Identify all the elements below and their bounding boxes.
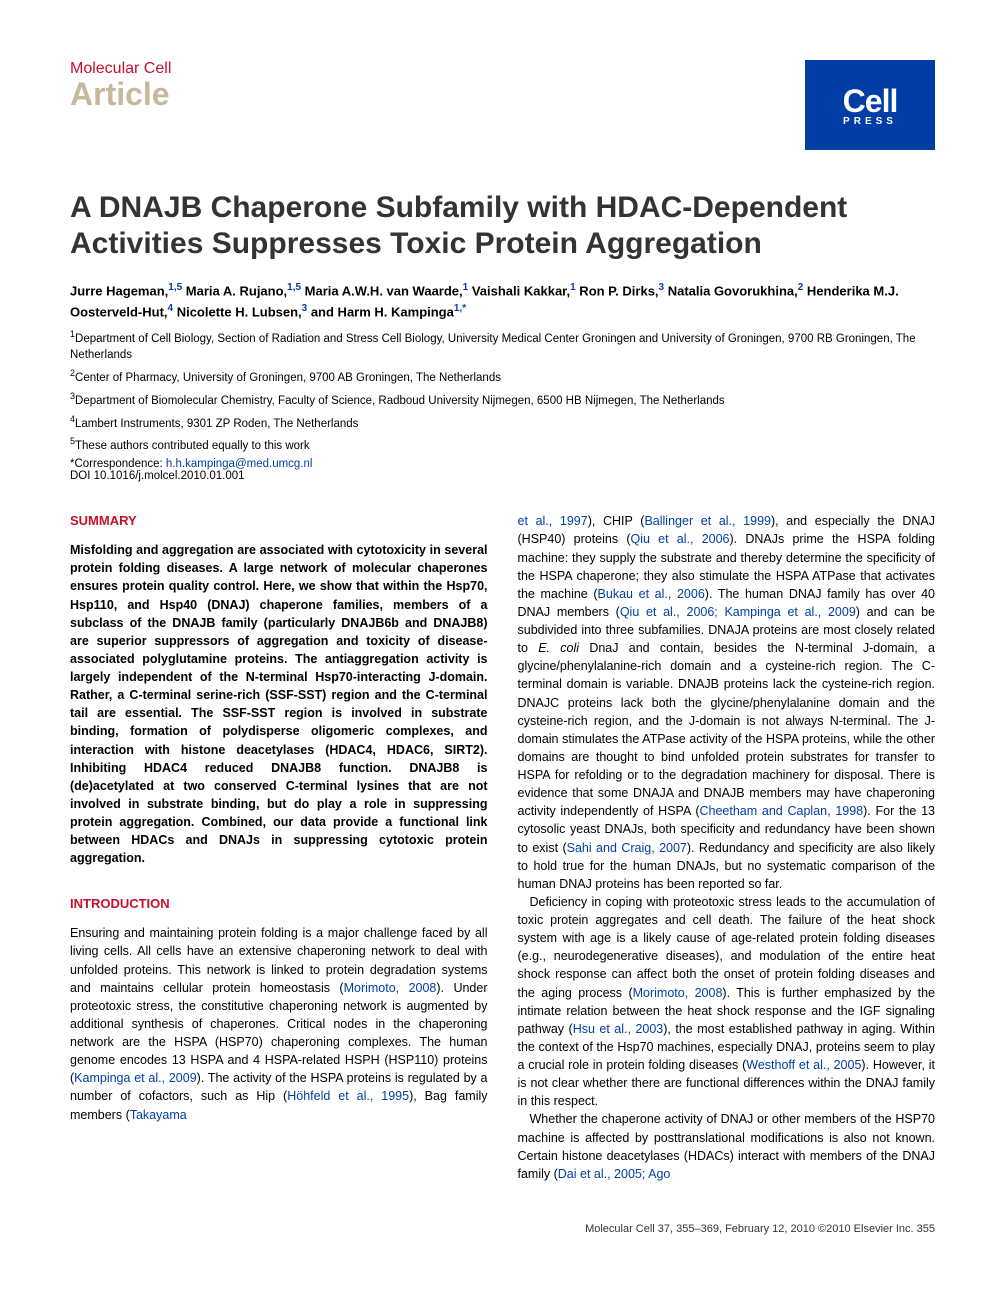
article-title: A DNAJB Chaperone Subfamily with HDAC-De… <box>70 190 935 262</box>
correspondence-email-link[interactable]: h.h.kampinga@med.umcg.nl <box>166 458 313 470</box>
intro-para-right-1: et al., 1997), CHIP (Ballinger et al., 1… <box>518 512 936 893</box>
left-column: SUMMARY Misfolding and aggregation are a… <box>70 512 488 1183</box>
authors-list: Jurre Hageman,1,5 Maria A. Rujano,1,5 Ma… <box>70 280 935 322</box>
right-column: et al., 1997), CHIP (Ballinger et al., 1… <box>518 512 936 1183</box>
journal-block: Molecular Cell Article <box>70 60 171 113</box>
affiliation-1: 1Department of Cell Biology, Section of … <box>70 328 935 363</box>
publisher-logo-main: Cell <box>843 83 898 120</box>
publisher-logo-sub: PRESS <box>843 116 897 127</box>
intro-para-left: Ensuring and maintaining protein folding… <box>70 924 488 1123</box>
doi: DOI 10.1016/j.molcel.2010.01.001 <box>70 470 935 482</box>
correspondence: *Correspondence: h.h.kampinga@med.umcg.n… <box>70 458 935 470</box>
page-footer: Molecular Cell 37, 355–369, February 12,… <box>70 1223 935 1235</box>
affiliation-2: 2Center of Pharmacy, University of Groni… <box>70 367 935 386</box>
intro-para-right-2: Deficiency in coping with proteotoxic st… <box>518 893 936 1111</box>
journal-page: Molecular Cell Article Cell PRESS A DNAJ… <box>0 0 1005 1275</box>
affiliation-5: 5These authors contributed equally to th… <box>70 435 935 454</box>
intro-para-right-3: Whether the chaperone activity of DNAJ o… <box>518 1110 936 1183</box>
affiliation-3: 3Department of Biomolecular Chemistry, F… <box>70 390 935 409</box>
introduction-left: Ensuring and maintaining protein folding… <box>70 924 488 1123</box>
affiliation-4: 4Lambert Instruments, 9301 ZP Roden, The… <box>70 413 935 432</box>
affiliations: 1Department of Cell Biology, Section of … <box>70 328 935 455</box>
header-row: Molecular Cell Article Cell PRESS <box>70 60 935 150</box>
introduction-heading: INTRODUCTION <box>70 895 488 914</box>
summary-heading: SUMMARY <box>70 512 488 531</box>
two-column-body: SUMMARY Misfolding and aggregation are a… <box>70 512 935 1183</box>
article-type: Article <box>70 76 171 113</box>
correspondence-label: *Correspondence: <box>70 458 166 470</box>
publisher-logo: Cell PRESS <box>805 60 935 150</box>
summary-text: Misfolding and aggregation are associate… <box>70 541 488 867</box>
